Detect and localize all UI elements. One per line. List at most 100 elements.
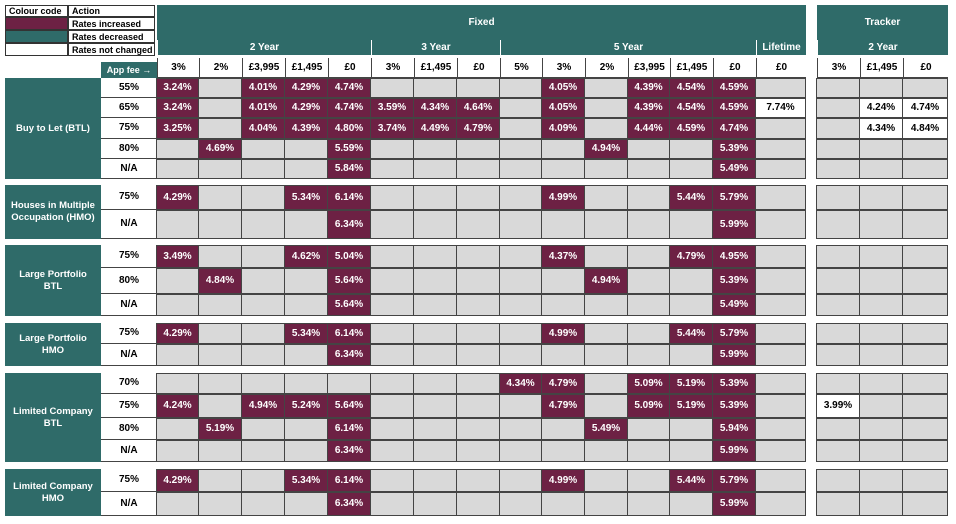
rate-cell: 4.74% [327, 98, 371, 118]
empty-cell [499, 394, 542, 418]
app-fee-label: App fee → [101, 62, 157, 78]
legend-header: Colour code [5, 5, 68, 17]
ltv-label: 70% [101, 373, 157, 394]
section-label-line: Limited Company [13, 405, 93, 417]
empty-cell [859, 245, 903, 268]
empty-cell [241, 492, 285, 516]
rate-cell: 4.49% [413, 118, 457, 139]
fee-header: 3% [371, 58, 414, 78]
empty-cell [627, 469, 670, 492]
empty-cell [669, 210, 713, 239]
rate-cell: 4.29% [156, 185, 199, 210]
empty-cell [456, 268, 500, 294]
empty-cell [541, 344, 585, 366]
empty-cell [413, 78, 457, 98]
rate-cell: 4.99% [541, 185, 585, 210]
rate-cell: 5.09% [627, 373, 670, 394]
rate-cell: 5.99% [712, 344, 756, 366]
empty-cell [584, 210, 628, 239]
fee-header: 5% [500, 58, 542, 78]
legend-header: Action [68, 5, 155, 17]
empty-cell [456, 185, 500, 210]
empty-cell [902, 210, 948, 239]
empty-cell [627, 210, 670, 239]
empty-cell [456, 78, 500, 98]
empty-cell [859, 294, 903, 316]
rate-cell: 4.05% [541, 98, 585, 118]
empty-cell [198, 78, 242, 98]
rate-cell: 4.84% [902, 118, 948, 139]
rate-cell: 5.49% [584, 418, 628, 440]
empty-cell [456, 210, 500, 239]
rate-cell: 5.64% [327, 294, 371, 316]
rate-cell: 4.39% [284, 118, 328, 139]
empty-cell [669, 418, 713, 440]
empty-cell [541, 159, 585, 179]
empty-cell [413, 185, 457, 210]
rate-cell: 4.24% [156, 394, 199, 418]
empty-cell [755, 268, 806, 294]
empty-cell [241, 245, 285, 268]
empty-cell [584, 373, 628, 394]
rate-cell: 4.39% [627, 78, 670, 98]
empty-cell [413, 159, 457, 179]
empty-cell [669, 268, 713, 294]
empty-cell [413, 418, 457, 440]
empty-cell [669, 440, 713, 462]
empty-cell [198, 245, 242, 268]
empty-cell [584, 159, 628, 179]
empty-cell [456, 373, 500, 394]
fee-header: 3% [817, 58, 860, 78]
empty-cell [456, 394, 500, 418]
empty-cell [816, 159, 860, 179]
rate-cell: 5.34% [284, 185, 328, 210]
term-header: 2 Year [817, 40, 948, 55]
empty-cell [413, 245, 457, 268]
empty-cell [413, 469, 457, 492]
rate-cell: 5.19% [198, 418, 242, 440]
empty-cell [284, 294, 328, 316]
rate-cell: 4.29% [284, 98, 328, 118]
rate-cell: 5.44% [669, 323, 713, 344]
empty-cell [198, 159, 242, 179]
empty-cell [241, 344, 285, 366]
empty-cell [370, 159, 414, 179]
empty-cell [370, 268, 414, 294]
empty-cell [816, 469, 860, 492]
empty-cell [584, 492, 628, 516]
empty-cell [370, 139, 414, 159]
empty-cell [816, 294, 860, 316]
empty-cell [755, 159, 806, 179]
empty-cell [370, 418, 414, 440]
empty-cell [241, 469, 285, 492]
fee-header: £0 [903, 58, 948, 78]
empty-cell [241, 323, 285, 344]
empty-cell [456, 139, 500, 159]
empty-cell [902, 78, 948, 98]
rate-cell: 4.80% [327, 118, 371, 139]
empty-cell [241, 268, 285, 294]
rate-cell: 4.09% [541, 118, 585, 139]
rate-cell: 4.79% [541, 373, 585, 394]
rate-cell: 3.59% [370, 98, 414, 118]
rate-cell: 4.24% [859, 98, 903, 118]
empty-cell [156, 373, 199, 394]
empty-cell [902, 394, 948, 418]
empty-cell [755, 245, 806, 268]
empty-cell [370, 344, 414, 366]
rate-cell: 7.74% [755, 98, 806, 118]
rate-cell: 4.62% [284, 245, 328, 268]
fee-header: £3,995 [628, 58, 670, 78]
ltv-label: N/A [101, 159, 157, 179]
empty-cell [198, 394, 242, 418]
section-label: Large Portfolio HMO [5, 323, 101, 366]
ltv-label: 75% [101, 394, 157, 418]
ltv-label: 75% [101, 185, 157, 210]
rate-cell: 4.69% [198, 139, 242, 159]
empty-cell [499, 492, 542, 516]
empty-cell [241, 139, 285, 159]
empty-cell [156, 294, 199, 316]
empty-cell [198, 373, 242, 394]
empty-cell [816, 440, 860, 462]
section-label-line: Occupation (HMO) [11, 212, 95, 223]
